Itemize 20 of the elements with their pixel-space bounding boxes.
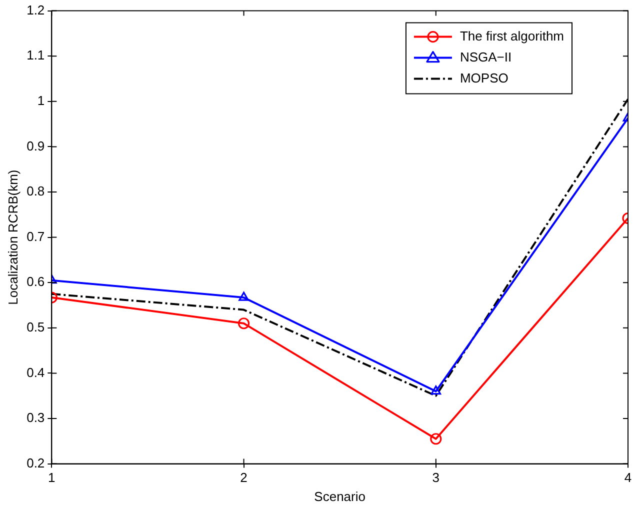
x-tick-label: 2 (240, 470, 248, 486)
x-tick-label: 4 (624, 470, 632, 486)
y-tick-label: 0.5 (26, 319, 45, 334)
x-tick-label: 3 (432, 470, 440, 486)
legend-label: The first algorithm (460, 28, 564, 44)
y-axis-title: Localization RCRB(km) (5, 170, 20, 305)
y-tick-label: 0.8 (26, 184, 45, 199)
y-tick-label: 0.9 (26, 138, 45, 154)
y-tick-label: 1 (37, 92, 45, 108)
y-tick-label: 1.2 (26, 2, 45, 18)
y-tick-label: 0.4 (26, 364, 45, 380)
x-axis-title: Scenario (314, 488, 366, 504)
legend-label: NSGA−II (460, 49, 512, 64)
y-tick-label: 0.2 (26, 455, 45, 470)
y-tick-label: 0.3 (26, 410, 45, 426)
legend-label: MOPSO (460, 70, 508, 86)
y-tick-label: 1.1 (26, 48, 45, 63)
y-tick-label: 0.7 (26, 228, 45, 244)
y-tick-label: 0.6 (26, 274, 45, 290)
x-tick-label: 1 (48, 470, 56, 486)
